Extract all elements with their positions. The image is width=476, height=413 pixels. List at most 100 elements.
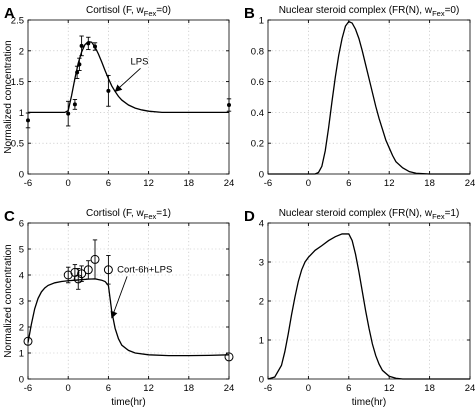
y-tick-label: 0 [259, 375, 264, 386]
x-tick-label: 12 [384, 178, 395, 189]
panel-title-tail: =1) [445, 208, 460, 219]
y-axis-label: Normalized concentration [3, 40, 14, 153]
x-tick-label: 0 [66, 178, 71, 189]
x-tick-label: 0 [66, 383, 71, 394]
x-tick-label: 18 [184, 383, 195, 394]
x-tick-label: 0 [306, 383, 311, 394]
x-tick-label: 24 [465, 383, 476, 394]
y-axis-label: Normalized concentration [3, 244, 14, 357]
data-point-dot [26, 118, 30, 123]
y-tick-label: 1.5 [11, 77, 24, 88]
y-tick-label: 0.2 [251, 139, 264, 150]
x-tick-label: 18 [424, 383, 435, 394]
data-point-circle [83, 265, 93, 275]
annotation-text: LPS [131, 56, 149, 67]
data-point-dot [77, 62, 82, 67]
panel-title-main: Cortisol (F, w [86, 5, 145, 16]
data-point-circle [77, 269, 87, 279]
data-point-circle [224, 352, 234, 362]
model-curve-line [268, 20, 470, 175]
y-tick-label: 3 [19, 297, 24, 308]
x-tick-label: 6 [346, 178, 351, 189]
y-tick-label: 5 [19, 245, 24, 256]
y-tick-label: 0 [19, 170, 24, 181]
y-tick-label: 2 [19, 323, 24, 334]
annotation-arrow [110, 276, 128, 319]
panel-title: Nuclear steroid complex (FR(N), wFex=0) [279, 5, 460, 18]
x-tick-label: -6 [264, 178, 272, 189]
x-tick-label: 0 [306, 178, 311, 189]
panel-title: Cortisol (F, wFex=0) [86, 5, 171, 18]
x-axis-label: time(hr) [111, 397, 145, 408]
panel-title-sub: Fex [144, 212, 157, 221]
data-point-dot [79, 43, 84, 48]
annotation-arrow [114, 68, 141, 92]
data-point-circle [23, 336, 33, 346]
model-curve-line [27, 278, 230, 357]
panel-title-tail: =0) [445, 5, 460, 16]
y-tick-label: 0 [259, 170, 264, 181]
data-point-circle [90, 254, 100, 264]
panel-title: Cortisol (F, wFex=1) [86, 208, 171, 221]
x-tick-label: 18 [424, 178, 435, 189]
plot-frame [267, 19, 471, 175]
y-tick-label: 0.5 [11, 139, 24, 150]
data-point-dot [93, 44, 97, 49]
panel-letter: B [244, 5, 255, 22]
data-point-dot [86, 41, 91, 46]
x-tick-label: 12 [143, 178, 154, 189]
plot-frame [27, 19, 230, 175]
x-tick-label: -6 [24, 383, 32, 394]
panel-letter: D [244, 208, 255, 225]
y-tick-label: 4 [259, 219, 264, 230]
model-curve-line [267, 233, 470, 380]
y-tick-label: 3 [259, 258, 264, 269]
y-tick-label: 0.8 [251, 46, 264, 57]
panel-letter: C [4, 208, 15, 225]
panel-title-sub: Fex [144, 9, 157, 18]
y-tick-label: 1 [19, 108, 24, 119]
data-point-dot [75, 70, 80, 75]
x-axis-label: time(hr) [352, 397, 386, 408]
data-point-dot [66, 111, 71, 116]
x-tick-label: 24 [465, 178, 476, 189]
y-tick-label: 0.4 [251, 108, 264, 119]
annotation-text: Cort-6h+LPS [117, 264, 172, 275]
x-tick-label: -6 [264, 383, 272, 394]
data-point-circle [73, 274, 83, 284]
panel-title: Nuclear steroid complex (FR(N), wFex=1) [279, 208, 460, 221]
data-point-dot [106, 88, 111, 93]
y-tick-label: 1 [19, 349, 24, 360]
model-curve-line [28, 40, 229, 114]
x-tick-label: 6 [106, 178, 111, 189]
data-point-circle [103, 265, 113, 275]
y-tick-label: 1 [259, 16, 264, 27]
x-tick-label: 18 [184, 178, 195, 189]
panel-title-tail: =0) [156, 5, 171, 16]
panel-letter: A [4, 5, 15, 22]
panel-title-sub: Fex [432, 212, 445, 221]
panel-title-sub: Fex [432, 9, 445, 18]
x-tick-label: -6 [24, 178, 32, 189]
data-point-dot [227, 103, 231, 108]
x-tick-label: 12 [143, 383, 154, 394]
panel-title-main: Nuclear steroid complex (FR(N), w [279, 5, 433, 16]
y-tick-label: 4 [19, 271, 24, 282]
data-point-dot [72, 102, 77, 107]
y-tick-label: 2 [259, 297, 264, 308]
y-tick-label: 1 [259, 336, 264, 347]
y-tick-label: 6 [19, 219, 24, 230]
y-tick-label: 0 [19, 375, 24, 386]
y-tick-label: 2.5 [11, 16, 24, 27]
panel-title-tail: =1) [156, 208, 171, 219]
panel-title-main: Cortisol (F, w [86, 208, 145, 219]
x-tick-label: 24 [224, 178, 235, 189]
x-tick-label: 24 [224, 383, 235, 394]
x-tick-label: 12 [384, 383, 395, 394]
panel-title-main: Nuclear steroid complex (FR(N), w [279, 208, 433, 219]
